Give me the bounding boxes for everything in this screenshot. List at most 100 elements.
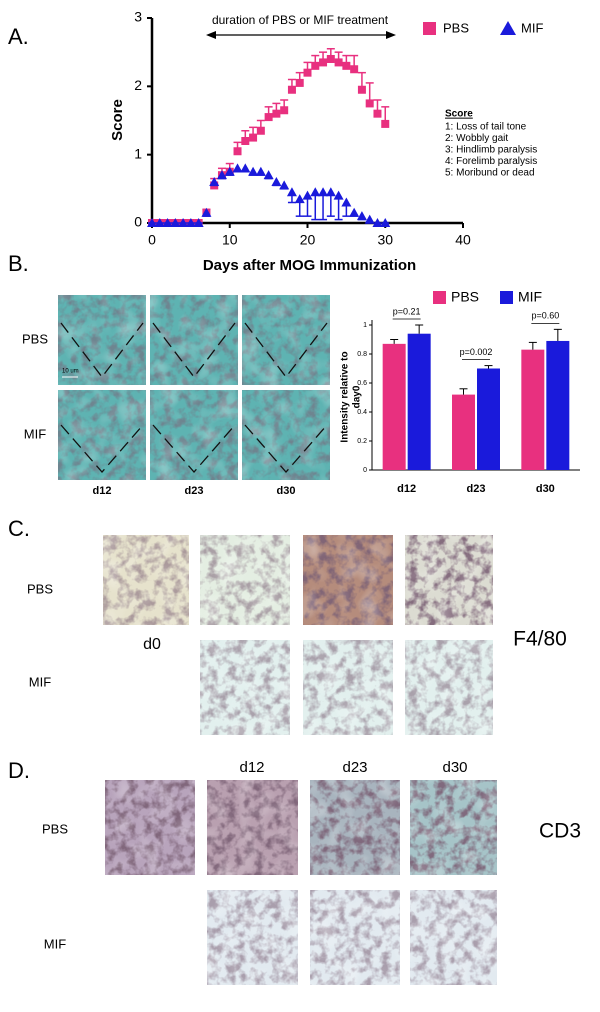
x-tick-label: d30 (536, 483, 555, 495)
marker (318, 187, 329, 197)
marker (263, 170, 274, 180)
legend-marker (500, 291, 513, 304)
x-tick-label: 40 (455, 232, 471, 248)
annotation: duration of PBS or MIF treatment (212, 13, 389, 27)
score-key-title: Score (445, 109, 473, 120)
stain-label: F4/80 (513, 628, 567, 651)
bar (546, 340, 570, 470)
arrow-head (206, 31, 216, 39)
micrograph-texture (207, 780, 298, 875)
legend-label: MIF (521, 20, 543, 35)
micrograph-texture (207, 890, 298, 985)
column-label: d12 (93, 485, 112, 497)
marker (372, 218, 383, 227)
x-axis-label: Days after MOG Immunization (203, 257, 416, 274)
panel-label: D. (8, 758, 30, 783)
marker (272, 109, 281, 118)
micrograph-texture (405, 535, 493, 625)
micrograph-texture (310, 890, 400, 985)
row-label: PBS (27, 581, 53, 596)
y-tick-label: 3 (134, 9, 142, 25)
marker (209, 177, 220, 186)
y-axis-label: Score (109, 99, 126, 141)
marker (373, 109, 382, 118)
marker (310, 187, 321, 197)
y-tick-label: 2 (134, 77, 142, 93)
marker (193, 218, 204, 227)
x-tick-label: 30 (377, 232, 393, 248)
marker (240, 163, 251, 173)
score-key-item: 3: Hindlimb paralysis (445, 145, 537, 156)
marker (271, 177, 282, 186)
legend-marker (423, 22, 436, 35)
marker (248, 166, 259, 176)
panel-label: A. (8, 24, 29, 49)
outline (244, 322, 328, 379)
x-tick-label: 20 (300, 232, 316, 248)
y-axis-label: Intensity relative to (340, 351, 351, 442)
p-value: p=0.002 (460, 347, 493, 357)
bar (521, 349, 545, 470)
marker (201, 207, 212, 217)
arrow-head (386, 31, 396, 39)
marker (311, 61, 320, 70)
score-key-item: 4: Forelimb paralysis (445, 156, 537, 167)
micrograph-texture (242, 295, 330, 385)
marker (326, 55, 335, 63)
column-label: d0 (143, 636, 161, 653)
outline (244, 424, 328, 473)
marker (162, 218, 173, 227)
column-label: d23 (342, 759, 367, 776)
micrograph-texture (200, 640, 290, 735)
score-key-item: 5: Moribund or dead (445, 168, 535, 179)
y-tick-label: 0.4 (357, 409, 367, 416)
legend-label: MIF (518, 289, 542, 305)
marker (264, 113, 273, 122)
legend-label: PBS (451, 289, 479, 305)
y-tick-label: 0 (134, 214, 142, 230)
micrograph-texture (103, 535, 189, 625)
legend-marker (433, 291, 446, 304)
panel-label: B. (8, 251, 29, 276)
column-label: d23 (185, 485, 204, 497)
marker (147, 218, 157, 227)
x-tick-label: 0 (148, 232, 156, 248)
micrograph-texture (200, 535, 290, 625)
row-label: MIF (44, 936, 66, 951)
bar (477, 368, 500, 470)
outline (152, 424, 236, 473)
micrograph-texture (405, 640, 493, 735)
row-label: PBS (22, 331, 48, 346)
marker (333, 190, 344, 200)
y-tick-label: 0.6 (357, 380, 367, 387)
p-value: p=0.21 (393, 306, 421, 316)
marker (287, 85, 296, 94)
outline (60, 424, 144, 473)
marker (216, 170, 227, 180)
column-label: d12 (239, 759, 264, 776)
micrograph-texture (410, 890, 497, 985)
x-tick-label: d23 (467, 483, 486, 495)
marker (224, 166, 235, 176)
y-tick-label: 1 (363, 322, 367, 329)
marker (319, 58, 328, 67)
marker (241, 137, 250, 145)
marker (302, 190, 313, 200)
row-label: MIF (24, 426, 46, 441)
x-tick-label: d12 (397, 483, 416, 495)
outline (152, 322, 236, 379)
marker (170, 218, 181, 227)
stain-label: CD3 (539, 820, 581, 843)
marker (325, 187, 336, 197)
marker (185, 218, 196, 227)
micrograph-texture (303, 640, 393, 735)
score-key-item: 1: Loss of tail tone (445, 122, 527, 133)
column-label: d30 (442, 759, 467, 776)
marker (341, 197, 352, 207)
outline (60, 322, 144, 379)
marker (357, 85, 366, 94)
micrograph-texture (58, 295, 146, 385)
micrograph-texture (105, 780, 195, 875)
marker (350, 65, 359, 74)
